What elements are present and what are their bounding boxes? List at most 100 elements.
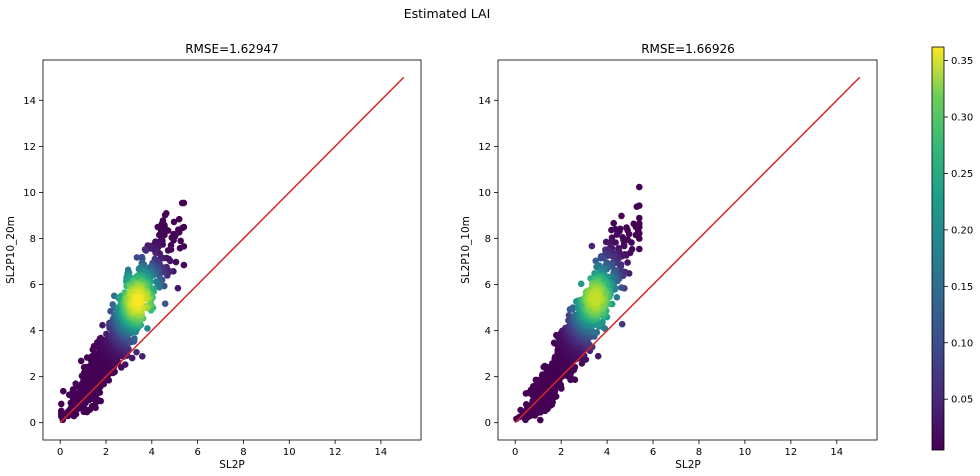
scatter-point bbox=[97, 397, 104, 405]
scatter-point bbox=[142, 247, 150, 254]
scatter-point bbox=[133, 254, 141, 261]
scatter-point bbox=[58, 407, 65, 415]
scatter-point bbox=[177, 237, 184, 245]
scatter-point bbox=[175, 215, 183, 223]
panel-right-xlabel: SL2P bbox=[675, 459, 701, 471]
scatter-point bbox=[618, 320, 626, 328]
scatter-point bbox=[593, 294, 600, 301]
panel-right-x-ticks: 0 2 4 6 8 10 12 14 bbox=[512, 440, 843, 458]
scatter-point bbox=[597, 254, 605, 262]
panel-left-points bbox=[58, 199, 188, 424]
panel-right: RMSE=1.66926 0 2 4 6 8 10 12 14 0 2 4 6 8 10 12 14 SL2… bbox=[460, 42, 878, 471]
scatter-point bbox=[636, 183, 643, 191]
y-tick-label: 14 bbox=[478, 96, 491, 107]
scatter-point bbox=[121, 361, 129, 368]
colorbar: 0.05 0.10 0.15 0.20 0.25 0.30 0.35 bbox=[931, 46, 973, 451]
scatter-point bbox=[618, 284, 625, 291]
y-tick-label: 4 bbox=[30, 326, 36, 337]
panel-right-points bbox=[513, 183, 643, 424]
scatter-point bbox=[170, 218, 178, 226]
scatter-point bbox=[613, 231, 621, 238]
colorbar-gradient bbox=[931, 46, 945, 451]
y-tick-label: 10 bbox=[478, 188, 491, 199]
y-tick-label: 14 bbox=[23, 96, 36, 107]
scatter-point bbox=[620, 242, 628, 250]
y-tick-label: 6 bbox=[485, 280, 491, 291]
colorbar-tick-label: 0.35 bbox=[951, 56, 973, 67]
colorbar-ticks: 0.05 0.10 0.15 0.20 0.25 0.30 0.35 bbox=[944, 56, 973, 406]
panel-right-title: RMSE=1.66926 bbox=[641, 42, 735, 56]
scatter-point bbox=[599, 318, 606, 326]
scatter-point bbox=[77, 357, 85, 365]
x-tick-label: 8 bbox=[696, 447, 702, 458]
panel-left-title: RMSE=1.62947 bbox=[185, 42, 279, 56]
x-tick-label: 14 bbox=[375, 447, 388, 458]
scatter-point bbox=[128, 354, 136, 362]
panel-left-ylabel: SL2P10_20m bbox=[5, 216, 17, 284]
colorbar-tick-label: 0.15 bbox=[951, 282, 973, 293]
panel-right-axes-frame bbox=[497, 59, 878, 441]
scatter-point bbox=[180, 261, 188, 269]
figure-suptitle: Estimated LAI bbox=[404, 6, 491, 21]
x-tick-label: 12 bbox=[329, 447, 342, 458]
scatter-point bbox=[602, 238, 610, 246]
scatter-point bbox=[624, 259, 631, 266]
scatter-point bbox=[131, 335, 138, 342]
y-tick-label: 8 bbox=[485, 234, 491, 245]
colorbar-tick-label: 0.25 bbox=[951, 169, 973, 180]
scatter-point bbox=[588, 242, 596, 250]
colorbar-tick-label: 0.20 bbox=[951, 225, 973, 236]
scatter-point bbox=[152, 249, 159, 257]
scatter-point bbox=[134, 296, 141, 304]
scatter-point bbox=[178, 199, 186, 207]
y-tick-label: 6 bbox=[30, 280, 36, 291]
scatter-point bbox=[569, 304, 577, 311]
scatter-point bbox=[92, 404, 99, 412]
scatter-point bbox=[99, 321, 106, 329]
colorbar-tick-label: 0.30 bbox=[951, 112, 973, 123]
scatter-point bbox=[633, 203, 641, 210]
scatter-point bbox=[610, 219, 617, 227]
x-tick-label: 6 bbox=[194, 447, 200, 458]
scatter-point bbox=[60, 387, 67, 395]
y-tick-label: 4 bbox=[485, 326, 491, 337]
scatter-point bbox=[170, 237, 177, 244]
colorbar-tick-label: 0.10 bbox=[951, 338, 973, 349]
panel-left-y-ticks: 0 2 4 6 8 10 12 14 bbox=[23, 96, 43, 429]
y-tick-label: 2 bbox=[30, 372, 36, 383]
x-tick-label: 6 bbox=[650, 447, 656, 458]
scatter-point bbox=[589, 328, 597, 336]
scatter-point bbox=[618, 212, 625, 220]
scatter-point bbox=[537, 416, 544, 424]
scatter-point bbox=[636, 245, 643, 253]
x-tick-label: 0 bbox=[57, 447, 63, 458]
scatter-point bbox=[577, 280, 585, 288]
scatter-point bbox=[636, 214, 643, 222]
scatter-point bbox=[144, 325, 151, 332]
panel-left-axes-frame bbox=[42, 59, 422, 441]
y-tick-label: 2 bbox=[485, 372, 491, 383]
panel-right-reference-line bbox=[514, 76, 861, 424]
scatter-point bbox=[609, 253, 617, 260]
panel-left-x-ticks: 0 2 4 6 8 10 12 14 bbox=[57, 440, 387, 458]
scatter-point bbox=[164, 247, 172, 254]
scatter-point bbox=[58, 400, 65, 408]
scatter-point bbox=[96, 389, 104, 396]
panel-left: RMSE=1.62947 0 2 4 6 8 10 12 14 0 2 4 6 8 10 12 14 SL2… bbox=[5, 42, 422, 471]
scatter-point bbox=[162, 226, 170, 233]
colorbar-tick-label: 0.05 bbox=[951, 395, 973, 406]
scatter-point bbox=[174, 284, 182, 292]
panel-right-y-ticks: 0 2 4 6 8 10 12 14 bbox=[478, 96, 498, 429]
scatter-point bbox=[172, 258, 180, 266]
x-tick-label: 10 bbox=[283, 447, 296, 458]
y-tick-label: 0 bbox=[30, 418, 36, 429]
scatter-point bbox=[133, 348, 140, 356]
panel-left-xlabel: SL2P bbox=[219, 459, 245, 471]
x-tick-label: 12 bbox=[784, 447, 797, 458]
y-tick-label: 10 bbox=[23, 188, 36, 199]
y-tick-label: 8 bbox=[30, 234, 36, 245]
x-tick-label: 8 bbox=[240, 447, 246, 458]
x-tick-label: 2 bbox=[558, 447, 564, 458]
scatter-point bbox=[594, 352, 602, 360]
